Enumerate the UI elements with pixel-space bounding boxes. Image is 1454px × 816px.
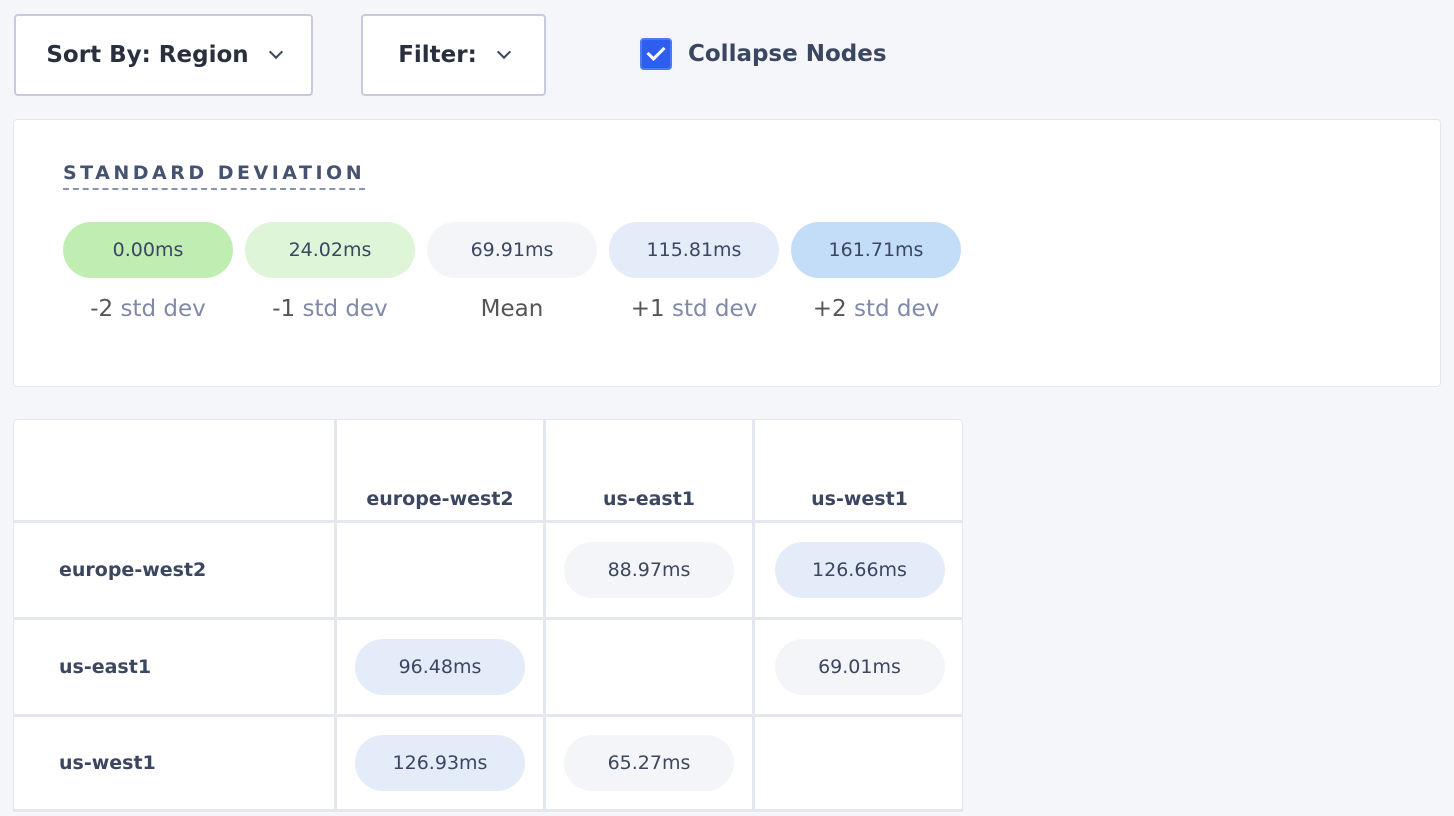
matrix-cell: 126.66ms xyxy=(755,523,962,617)
std-dev-legend-panel: STANDARD DEVIATION 0.00ms -2 std dev 24.02… xyxy=(13,119,1441,387)
legend-prefix: -2 xyxy=(90,296,114,322)
row-header: us-west1 xyxy=(14,717,334,809)
legend-label: -2 std dev xyxy=(63,296,233,322)
legend-item: 0.00ms -2 std dev xyxy=(63,222,233,322)
matrix-cell: 88.97ms xyxy=(546,523,752,617)
legend-label-text: Mean xyxy=(480,296,544,322)
legend-value-pill: 115.81ms xyxy=(609,222,779,278)
legend-label: +2 std dev xyxy=(791,296,961,322)
matrix-cell: 69.01ms xyxy=(755,620,962,714)
sort-by-label: Sort By: Region xyxy=(46,42,249,68)
legend-label-text: std dev xyxy=(671,296,758,322)
row-header: europe-west2 xyxy=(14,523,334,617)
legend-item: 24.02ms -1 std dev xyxy=(245,222,415,322)
legend-label-text: std dev xyxy=(853,296,940,322)
latency-pill[interactable]: 126.66ms xyxy=(774,542,945,598)
legend-value-pill: 161.71ms xyxy=(791,222,961,278)
latency-pill[interactable]: 96.48ms xyxy=(355,639,525,695)
matrix-cell xyxy=(755,717,962,809)
legend-prefix: +1 xyxy=(630,296,665,322)
matrix-cell: 126.93ms xyxy=(337,717,543,809)
matrix-cell: 65.27ms xyxy=(546,717,752,809)
legend-title: STANDARD DEVIATION xyxy=(63,162,366,190)
legend-label-text: std dev xyxy=(302,296,388,322)
latency-pill[interactable]: 88.97ms xyxy=(564,542,734,598)
matrix-cell xyxy=(546,620,752,714)
column-header: us-west1 xyxy=(755,420,962,520)
collapse-nodes-checkbox[interactable]: Collapse Nodes xyxy=(640,38,887,70)
filter-dropdown[interactable]: Filter: xyxy=(361,14,546,96)
chevron-down-icon xyxy=(496,44,511,60)
legend-item: 161.71ms +2 std dev xyxy=(791,222,961,322)
matrix-cell xyxy=(337,523,543,617)
legend-label: Mean xyxy=(427,296,597,322)
chevron-down-icon xyxy=(268,44,283,60)
legend-label: +1 std dev xyxy=(609,296,779,322)
collapse-nodes-label: Collapse Nodes xyxy=(688,41,887,67)
latency-pill[interactable]: 69.01ms xyxy=(774,639,945,695)
legend-item: 69.91ms Mean xyxy=(427,222,597,322)
corner-cell xyxy=(14,420,334,520)
column-header: europe-west2 xyxy=(337,420,543,520)
legend-value-pill: 0.00ms xyxy=(63,222,233,278)
matrix-cell: 96.48ms xyxy=(337,620,543,714)
legend-prefix: -1 xyxy=(272,296,296,322)
legend-value-pill: 69.91ms xyxy=(427,222,597,278)
latency-matrix: europe-west2 us-east1 us-west1 europe-west2… xyxy=(13,419,963,812)
latency-pill[interactable]: 65.27ms xyxy=(564,735,734,791)
legend-item: 115.81ms +1 std dev xyxy=(609,222,779,322)
legend-label: -1 std dev xyxy=(245,296,415,322)
filter-label: Filter: xyxy=(398,42,477,68)
sort-by-dropdown[interactable]: Sort By: Region xyxy=(14,14,313,96)
checkbox-checked-icon[interactable] xyxy=(640,38,672,70)
latency-pill[interactable]: 126.93ms xyxy=(355,735,525,791)
legend-value-pill: 24.02ms xyxy=(245,222,415,278)
column-header: us-east1 xyxy=(546,420,752,520)
legend-label-text: std dev xyxy=(120,296,206,322)
legend-prefix: +2 xyxy=(812,296,847,322)
row-header: us-east1 xyxy=(14,620,334,714)
